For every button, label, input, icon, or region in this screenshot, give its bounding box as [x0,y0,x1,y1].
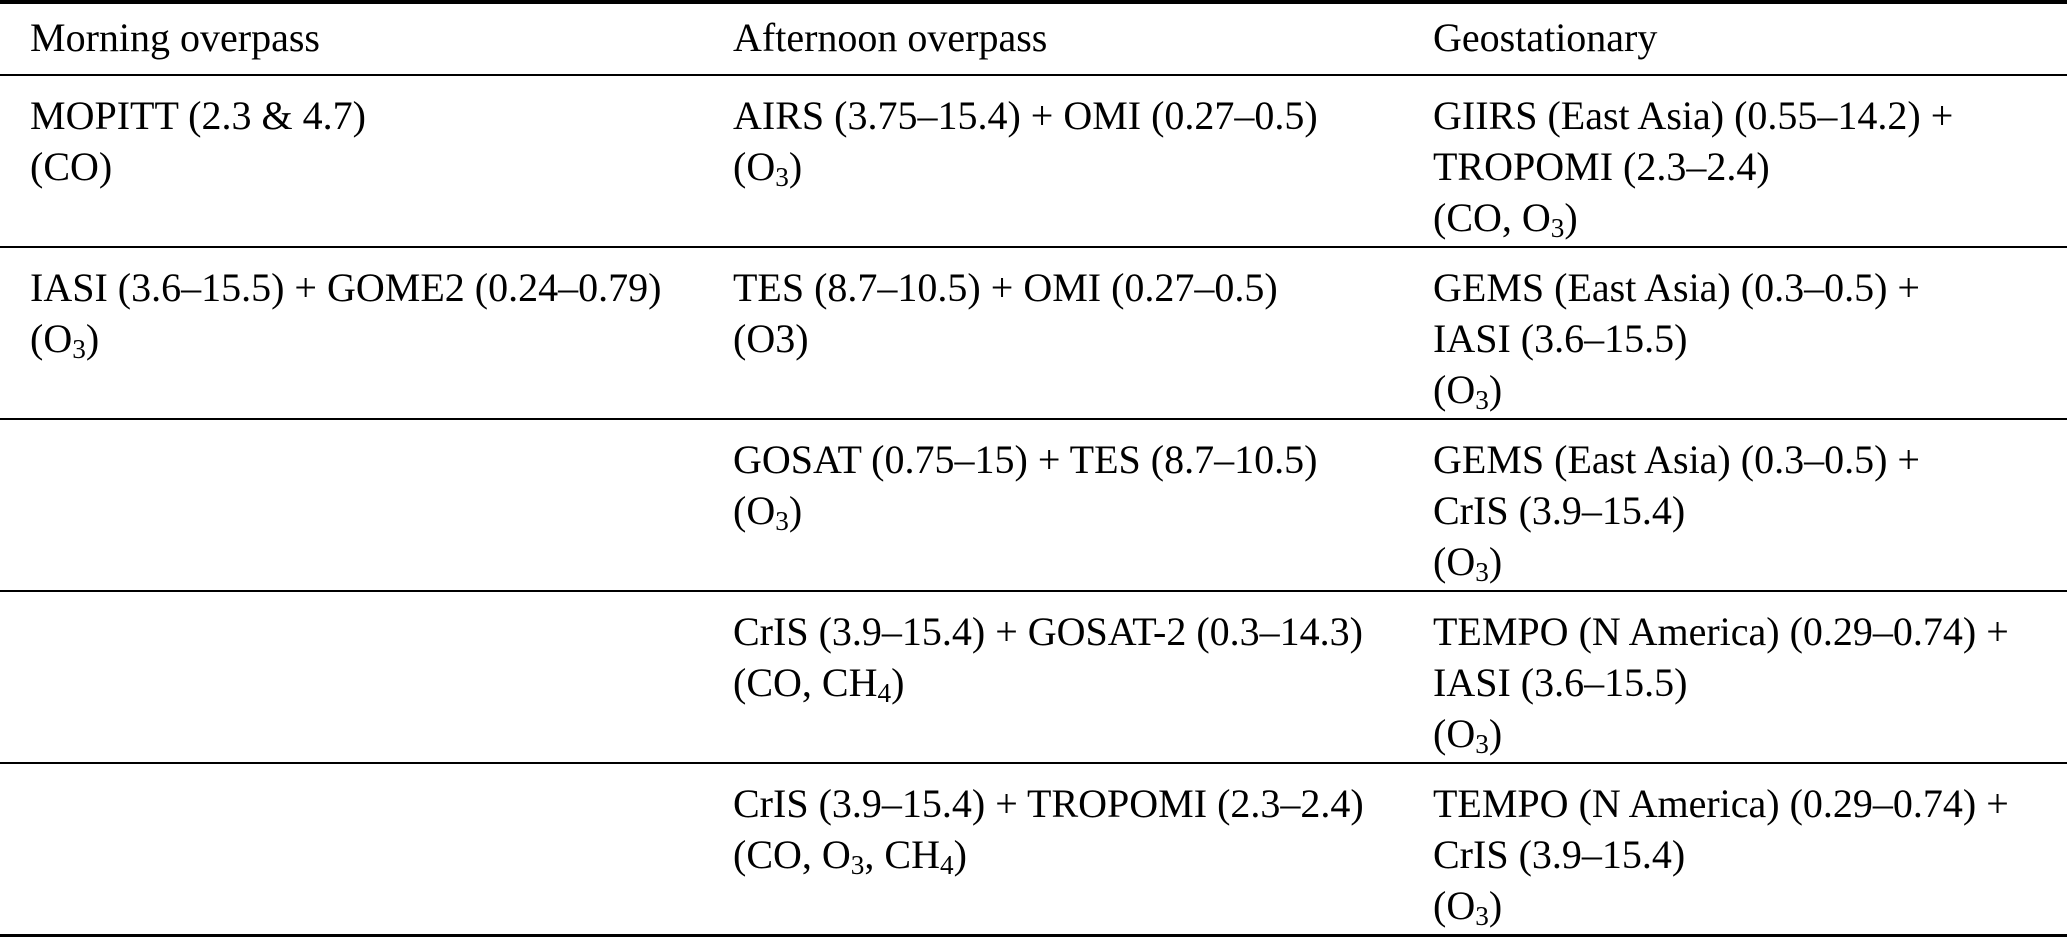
cell-geostationary: TEMPO (N America) (0.29–0.74) + IASI (3.… [1403,591,2067,763]
cell-line: (O3) [1433,883,1503,931]
cell-afternoon: TES (8.7–10.5) + OMI (0.27–0.5) (O3) [703,247,1403,419]
cell-line: (O3) [1433,367,1503,415]
cell-afternoon: CrIS (3.9–15.4) + GOSAT-2 (0.3–14.3) (CO… [703,591,1403,763]
cell-geostationary: GEMS (East Asia) (0.3–0.5) + IASI (3.6–1… [1403,247,2067,419]
column-header-geostationary: Geostationary [1403,2,2067,76]
cell-line: IASI (3.6–15.5) [1433,316,1688,361]
cell-morning [0,763,703,935]
cell-afternoon: CrIS (3.9–15.4) + TROPOMI (2.3–2.4) (CO,… [703,763,1403,935]
cell-line: IASI (3.6–15.5) [1433,660,1688,705]
cell-line: TEMPO (N America) (0.29–0.74) + [1433,781,2009,826]
cell-line: GEMS (East Asia) (0.3–0.5) + [1433,265,1920,310]
cell-line: CrIS (3.9–15.4) [1433,832,1686,877]
cell-line: (CO, O3, CH4) [733,832,967,880]
cell-afternoon: GOSAT (0.75–15) + TES (8.7–10.5) (O3) [703,419,1403,591]
cell-geostationary: TEMPO (N America) (0.29–0.74) + CrIS (3.… [1403,763,2067,935]
cell-line: CrIS (3.9–15.4) [1433,488,1686,533]
cell-afternoon: AIRS (3.75–15.4) + OMI (0.27–0.5) (O3) [703,75,1403,247]
table-row: MOPITT (2.3 & 4.7) (CO) AIRS (3.75–15.4)… [0,75,2067,247]
cell-line: IASI (3.6–15.5) + GOME2 (0.24–0.79) [30,265,662,310]
cell-line: (O3) [30,316,100,364]
cell-geostationary: GEMS (East Asia) (0.3–0.5) + CrIS (3.9–1… [1403,419,2067,591]
cell-morning [0,591,703,763]
table-row: CrIS (3.9–15.4) + GOSAT-2 (0.3–14.3) (CO… [0,591,2067,763]
cell-line: AIRS (3.75–15.4) + OMI (0.27–0.5) [733,93,1318,138]
table-row: CrIS (3.9–15.4) + TROPOMI (2.3–2.4) (CO,… [0,763,2067,935]
cell-line: TEMPO (N America) (0.29–0.74) + [1433,609,2009,654]
cell-line: (O3) [1433,711,1503,759]
cell-morning [0,419,703,591]
cell-morning: MOPITT (2.3 & 4.7) (CO) [0,75,703,247]
table-row: GOSAT (0.75–15) + TES (8.7–10.5) (O3) GE… [0,419,2067,591]
cell-line: CrIS (3.9–15.4) + TROPOMI (2.3–2.4) [733,781,1364,826]
cell-line: (O3) [733,488,803,536]
cell-line: GEMS (East Asia) (0.3–0.5) + [1433,437,1920,482]
cell-line: (CO, O3) [1433,195,1578,243]
cell-line: (O3) [733,316,809,361]
cell-line: GOSAT (0.75–15) + TES (8.7–10.5) [733,437,1318,482]
cell-line: (CO, CH4) [733,660,905,708]
table-row: IASI (3.6–15.5) + GOME2 (0.24–0.79) (O3)… [0,247,2067,419]
cell-geostationary: GIIRS (East Asia) (0.55–14.2) + TROPOMI … [1403,75,2067,247]
cell-line: (O3) [733,144,803,192]
cell-morning: IASI (3.6–15.5) + GOME2 (0.24–0.79) (O3) [0,247,703,419]
cell-line: CrIS (3.9–15.4) + GOSAT-2 (0.3–14.3) [733,609,1363,654]
column-header-morning-overpass: Morning overpass [0,2,703,76]
cell-line: GIIRS (East Asia) (0.55–14.2) + [1433,93,1954,138]
cell-line: (CO) [30,144,113,189]
cell-line: TROPOMI (2.3–2.4) [1433,144,1770,189]
header-row: Morning overpass Afternoon overpass Geos… [0,2,2067,76]
cell-line: MOPITT (2.3 & 4.7) [30,93,366,138]
cell-line: (O3) [1433,539,1503,587]
column-header-afternoon-overpass: Afternoon overpass [703,2,1403,76]
cell-line: TES (8.7–10.5) + OMI (0.27–0.5) [733,265,1278,310]
